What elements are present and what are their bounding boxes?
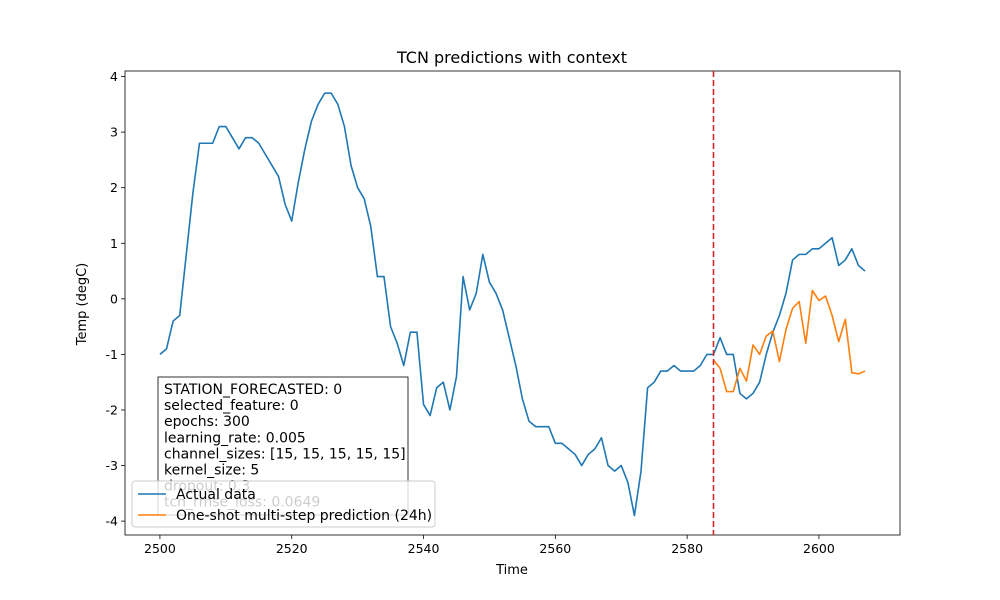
info-box-line: selected_feature: 0 — [164, 398, 299, 414]
y-tick-label: 0 — [110, 291, 118, 306]
legend-frame — [131, 480, 436, 528]
y-tick-label: 2 — [110, 180, 118, 195]
legend-entry-label: Actual data — [176, 487, 256, 503]
info-box-line: learning_rate: 0.005 — [164, 430, 306, 446]
x-tick-label: 2500 — [144, 541, 176, 556]
y-tick-label: -3 — [106, 458, 118, 473]
y-tick-label: 3 — [110, 125, 118, 140]
x-tick-label: 2520 — [276, 541, 308, 556]
x-tick-label: 2560 — [539, 541, 571, 556]
legend: Actual data One-shot multi-step predictio… — [131, 480, 436, 528]
y-tick-label: 1 — [110, 236, 118, 251]
legend-entry-label: One-shot multi-step prediction (24h) — [176, 508, 432, 524]
y-tick-label: -1 — [106, 347, 118, 362]
x-tick-label: 2580 — [671, 541, 703, 556]
x-tick-label: 2600 — [803, 541, 835, 556]
prediction-line — [712, 289, 866, 393]
x-axis-label: Time — [495, 563, 528, 578]
plot-area: 2500 2520 2540 2560 2580 2600 -4 -3 -2 -1 0 1 2 3 4 STA… — [106, 69, 901, 556]
info-box-line: STATION_FORECASTED: 0 — [164, 382, 342, 398]
x-tick-label: 2540 — [408, 541, 440, 556]
y-tick-label: 4 — [110, 69, 118, 84]
axes-frame — [124, 70, 901, 536]
y-tick-label: -2 — [106, 402, 118, 417]
info-box-line: channel_sizes: [15, 15, 15, 15, 15] — [164, 446, 406, 462]
actual-data-line — [159, 92, 866, 517]
info-box-line: epochs: 300 — [164, 414, 250, 430]
y-axis-label: Temp (degC) — [75, 263, 90, 347]
info-box-line: kernel_size: 5 — [164, 463, 259, 479]
chart-title: TCN predictions with context — [396, 48, 627, 67]
y-tick-label: -4 — [106, 514, 119, 529]
